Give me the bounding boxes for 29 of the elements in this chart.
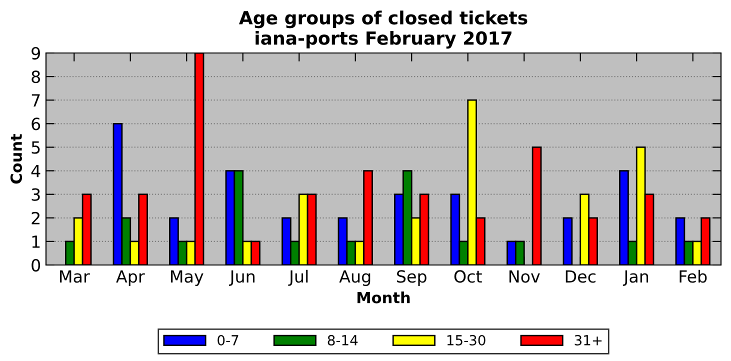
- x-tick-label: Oct: [454, 270, 482, 283]
- y-tick-label: 8: [32, 70, 40, 84]
- x-tick-label: May: [171, 270, 204, 286]
- y-tick-label: 0: [32, 258, 40, 272]
- x-tick-label: Sep: [397, 270, 426, 286]
- x-tick-label: Apr: [116, 270, 145, 286]
- y-tick-label: 6: [32, 118, 40, 130]
- x-tick-label: Mar: [60, 270, 90, 283]
- y-tick-label: 3: [32, 188, 40, 201]
- x-tick-label: Nov: [509, 270, 540, 283]
- legend-label: 31+: [574, 334, 602, 346]
- y-tick-label: 1: [32, 236, 40, 248]
- legend-label: 8-14: [328, 334, 358, 346]
- y-axis-title: Count: [10, 134, 22, 184]
- y-tick-label: 9: [32, 46, 40, 60]
- y-tick-label: 7: [32, 94, 40, 106]
- y-tick-label: 5: [32, 141, 40, 154]
- x-tick-label: Jan: [622, 270, 648, 286]
- legend-label: 15-30: [447, 334, 486, 346]
- legend-label: 0-7: [218, 334, 238, 346]
- x-axis-title: Month: [358, 292, 410, 304]
- x-tick-label: Aug: [339, 270, 370, 286]
- x-tick-label: Dec: [566, 270, 596, 283]
- x-tick-label: Feb: [680, 270, 707, 283]
- y-tick-label: 4: [31, 164, 40, 178]
- x-tick-label: Jul: [288, 270, 308, 286]
- y-tick-label: 2: [32, 212, 40, 224]
- chart-title: Age groups of closed tickets iana-ports February 2017: [238, 10, 528, 49]
- x-tick-label: Jun: [228, 270, 254, 286]
